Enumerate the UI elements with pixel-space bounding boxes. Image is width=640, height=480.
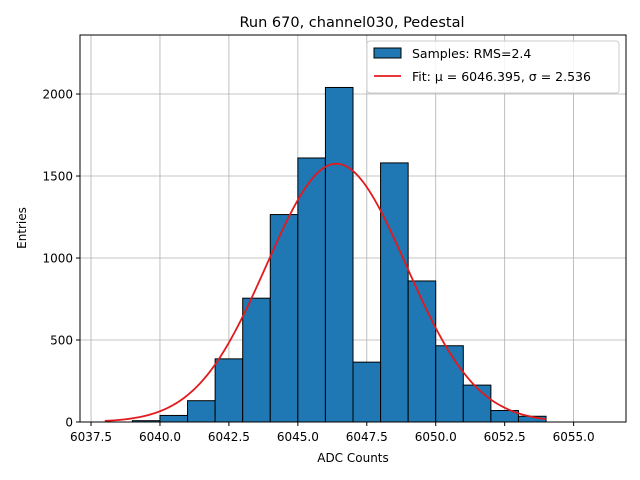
y-tick-label: 2000 <box>42 88 73 102</box>
x-tick-label: 6047.5 <box>346 430 388 444</box>
histogram-bar <box>435 345 464 423</box>
histogram-bar <box>407 280 437 423</box>
legend: Samples: RMS=2.4 Fit: μ = 6046.395, σ = … <box>366 40 620 94</box>
histogram-bar <box>297 157 326 423</box>
x-tick-label: 6052.5 <box>484 430 526 444</box>
legend-box <box>366 40 620 94</box>
x-tick-label: 6055.0 <box>553 430 595 444</box>
legend-label-samples: Samples: RMS=2.4 <box>412 46 531 61</box>
histogram-bar <box>380 162 409 423</box>
histogram-bar <box>269 214 299 423</box>
y-tick-label: 1500 <box>42 170 73 184</box>
legend-label-fit: Fit: μ = 6046.395, σ = 2.536 <box>412 69 591 84</box>
legend-swatch-samples <box>373 47 402 59</box>
histogram-bar <box>187 400 216 423</box>
y-axis-ticks: 0 500 1000 1500 2000 <box>42 88 80 430</box>
chart-title: Run 670, channel030, Pedestal <box>239 15 464 31</box>
histogram-bar <box>214 358 244 423</box>
histogram-bar <box>462 384 492 423</box>
x-axis-ticks: 6037.5 6040.0 6042.5 6045.0 6047.5 6050.0 6052… <box>70 422 595 444</box>
histogram-bar <box>352 361 382 423</box>
fit-curve <box>104 162 547 422</box>
histogram-bar <box>159 414 189 423</box>
y-tick-label: 500 <box>50 334 73 348</box>
x-tick-label: 6045.0 <box>277 430 319 444</box>
x-tick-label: 6050.0 <box>415 430 457 444</box>
y-tick-label: 0 <box>65 416 73 430</box>
histogram-bar <box>242 297 271 423</box>
x-tick-label: 6042.5 <box>208 430 250 444</box>
x-tick-label: 6037.5 <box>70 430 112 444</box>
x-axis-label: ADC Counts <box>317 451 389 465</box>
fit-curve-line <box>104 162 547 422</box>
x-tick-label: 6040.0 <box>139 430 181 444</box>
y-axis-label: Entries <box>15 207 29 249</box>
histogram-bars <box>131 86 547 423</box>
plot-frame <box>79 34 627 423</box>
y-tick-label: 1000 <box>42 252 73 266</box>
histogram-bar <box>324 86 354 423</box>
